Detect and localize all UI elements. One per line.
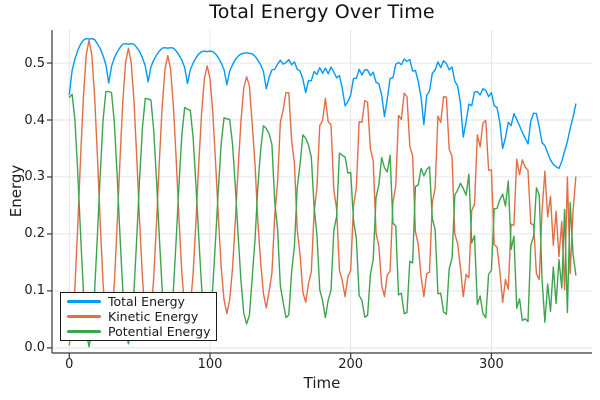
legend-label: Potential Energy (108, 324, 211, 339)
x-tick-label: 0 (65, 357, 74, 372)
legend-label: Kinetic Energy (108, 309, 199, 324)
x-axis-label: Time (303, 374, 341, 392)
legend-item: Kinetic Energy (67, 309, 210, 324)
chart-title: Total Energy Over Time (209, 1, 435, 23)
x-tick-label: 100 (197, 357, 223, 372)
legend-line-swatch (67, 300, 101, 303)
y-tick-label: 0.3 (24, 169, 45, 185)
total-energy-line (68, 37, 577, 170)
y-tick-label: 0.1 (24, 283, 45, 299)
legend: Total Energy Kinetic Energy Potential Ener… (60, 292, 217, 341)
y-axis-label: Energy (7, 164, 25, 218)
potential-energy-line (68, 90, 577, 348)
kinetic-energy-line (68, 39, 577, 346)
legend-item: Total Energy (67, 294, 210, 309)
x-tick-label: 200 (338, 357, 364, 372)
y-tick-label: 0.4 (24, 112, 45, 128)
x-tick-label: 300 (478, 357, 504, 372)
legend-line-swatch (67, 330, 101, 333)
legend-line-swatch (67, 315, 101, 318)
y-tick-label: 0.5 (24, 55, 45, 71)
legend-label: Total Energy (108, 294, 185, 309)
y-tick-label: 0.0 (24, 340, 45, 356)
legend-item: Potential Energy (67, 324, 211, 339)
y-tick-label: 0.2 (24, 226, 45, 242)
